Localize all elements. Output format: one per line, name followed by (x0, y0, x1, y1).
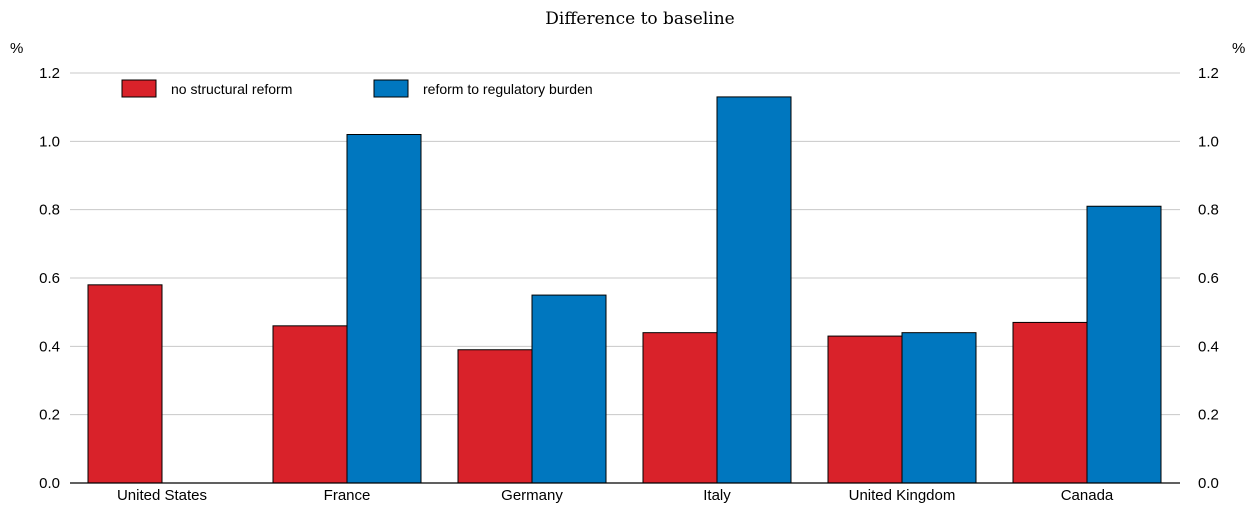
bar (531, 294, 607, 484)
x-tick-label: Canada (1061, 487, 1114, 504)
y-tick-label-right: 0.4 (1198, 338, 1219, 355)
y-tick-label-right: 0.8 (1198, 202, 1219, 219)
y-axis-unit-left: % (10, 40, 23, 57)
x-tick-label: United Kingdom (849, 487, 956, 504)
legend: no structural reform reform to regulatory… (121, 79, 593, 98)
y-tick-label-left: 0.6 (39, 270, 60, 287)
y-tick-label-left: 0.4 (39, 338, 60, 355)
gridlines (70, 72, 1180, 416)
y-axis-unit-right: % (1232, 40, 1245, 57)
legend-swatch (373, 79, 409, 98)
y-tick-label-left: 1.0 (39, 133, 60, 150)
bar (901, 332, 977, 484)
bar (642, 332, 718, 484)
y-tick-label-left: 0.8 (39, 202, 60, 219)
y-tick-label-left: 0.2 (39, 407, 60, 424)
bar (1086, 205, 1162, 484)
bars (87, 96, 1162, 484)
bar (716, 96, 792, 484)
bar (346, 134, 422, 484)
y-tick-label-left: 0.0 (39, 475, 60, 492)
bar (272, 325, 348, 484)
x-axis-labels: United States France Germany Italy United Ki… (117, 487, 1114, 504)
y-tick-label-right: 1.0 (1198, 133, 1219, 150)
y-axis-left: 0.0 0.2 0.4 0.6 0.8 1.0 1.2 (39, 65, 60, 492)
x-tick-label: Italy (703, 487, 731, 504)
legend-label: reform to regulatory burden (423, 81, 593, 97)
y-tick-label-right: 0.2 (1198, 407, 1219, 424)
x-tick-label: United States (117, 487, 207, 504)
y-tick-label-right: 0.0 (1198, 475, 1219, 492)
y-tick-label-right: 1.2 (1198, 65, 1219, 82)
y-axis-right: 0.0 0.2 0.4 0.6 0.8 1.0 1.2 (1198, 65, 1219, 492)
legend-swatch (121, 79, 157, 98)
bar (457, 349, 533, 484)
x-tick-label: France (324, 487, 371, 504)
bar (87, 284, 163, 484)
bar (827, 335, 903, 484)
legend-label: no structural reform (171, 81, 292, 97)
y-tick-label-right: 0.6 (1198, 270, 1219, 287)
bar (1012, 321, 1088, 484)
y-tick-label-left: 1.2 (39, 65, 60, 82)
chart-subtitle: Difference to baseline (545, 9, 734, 29)
x-tick-label: Germany (501, 487, 563, 504)
